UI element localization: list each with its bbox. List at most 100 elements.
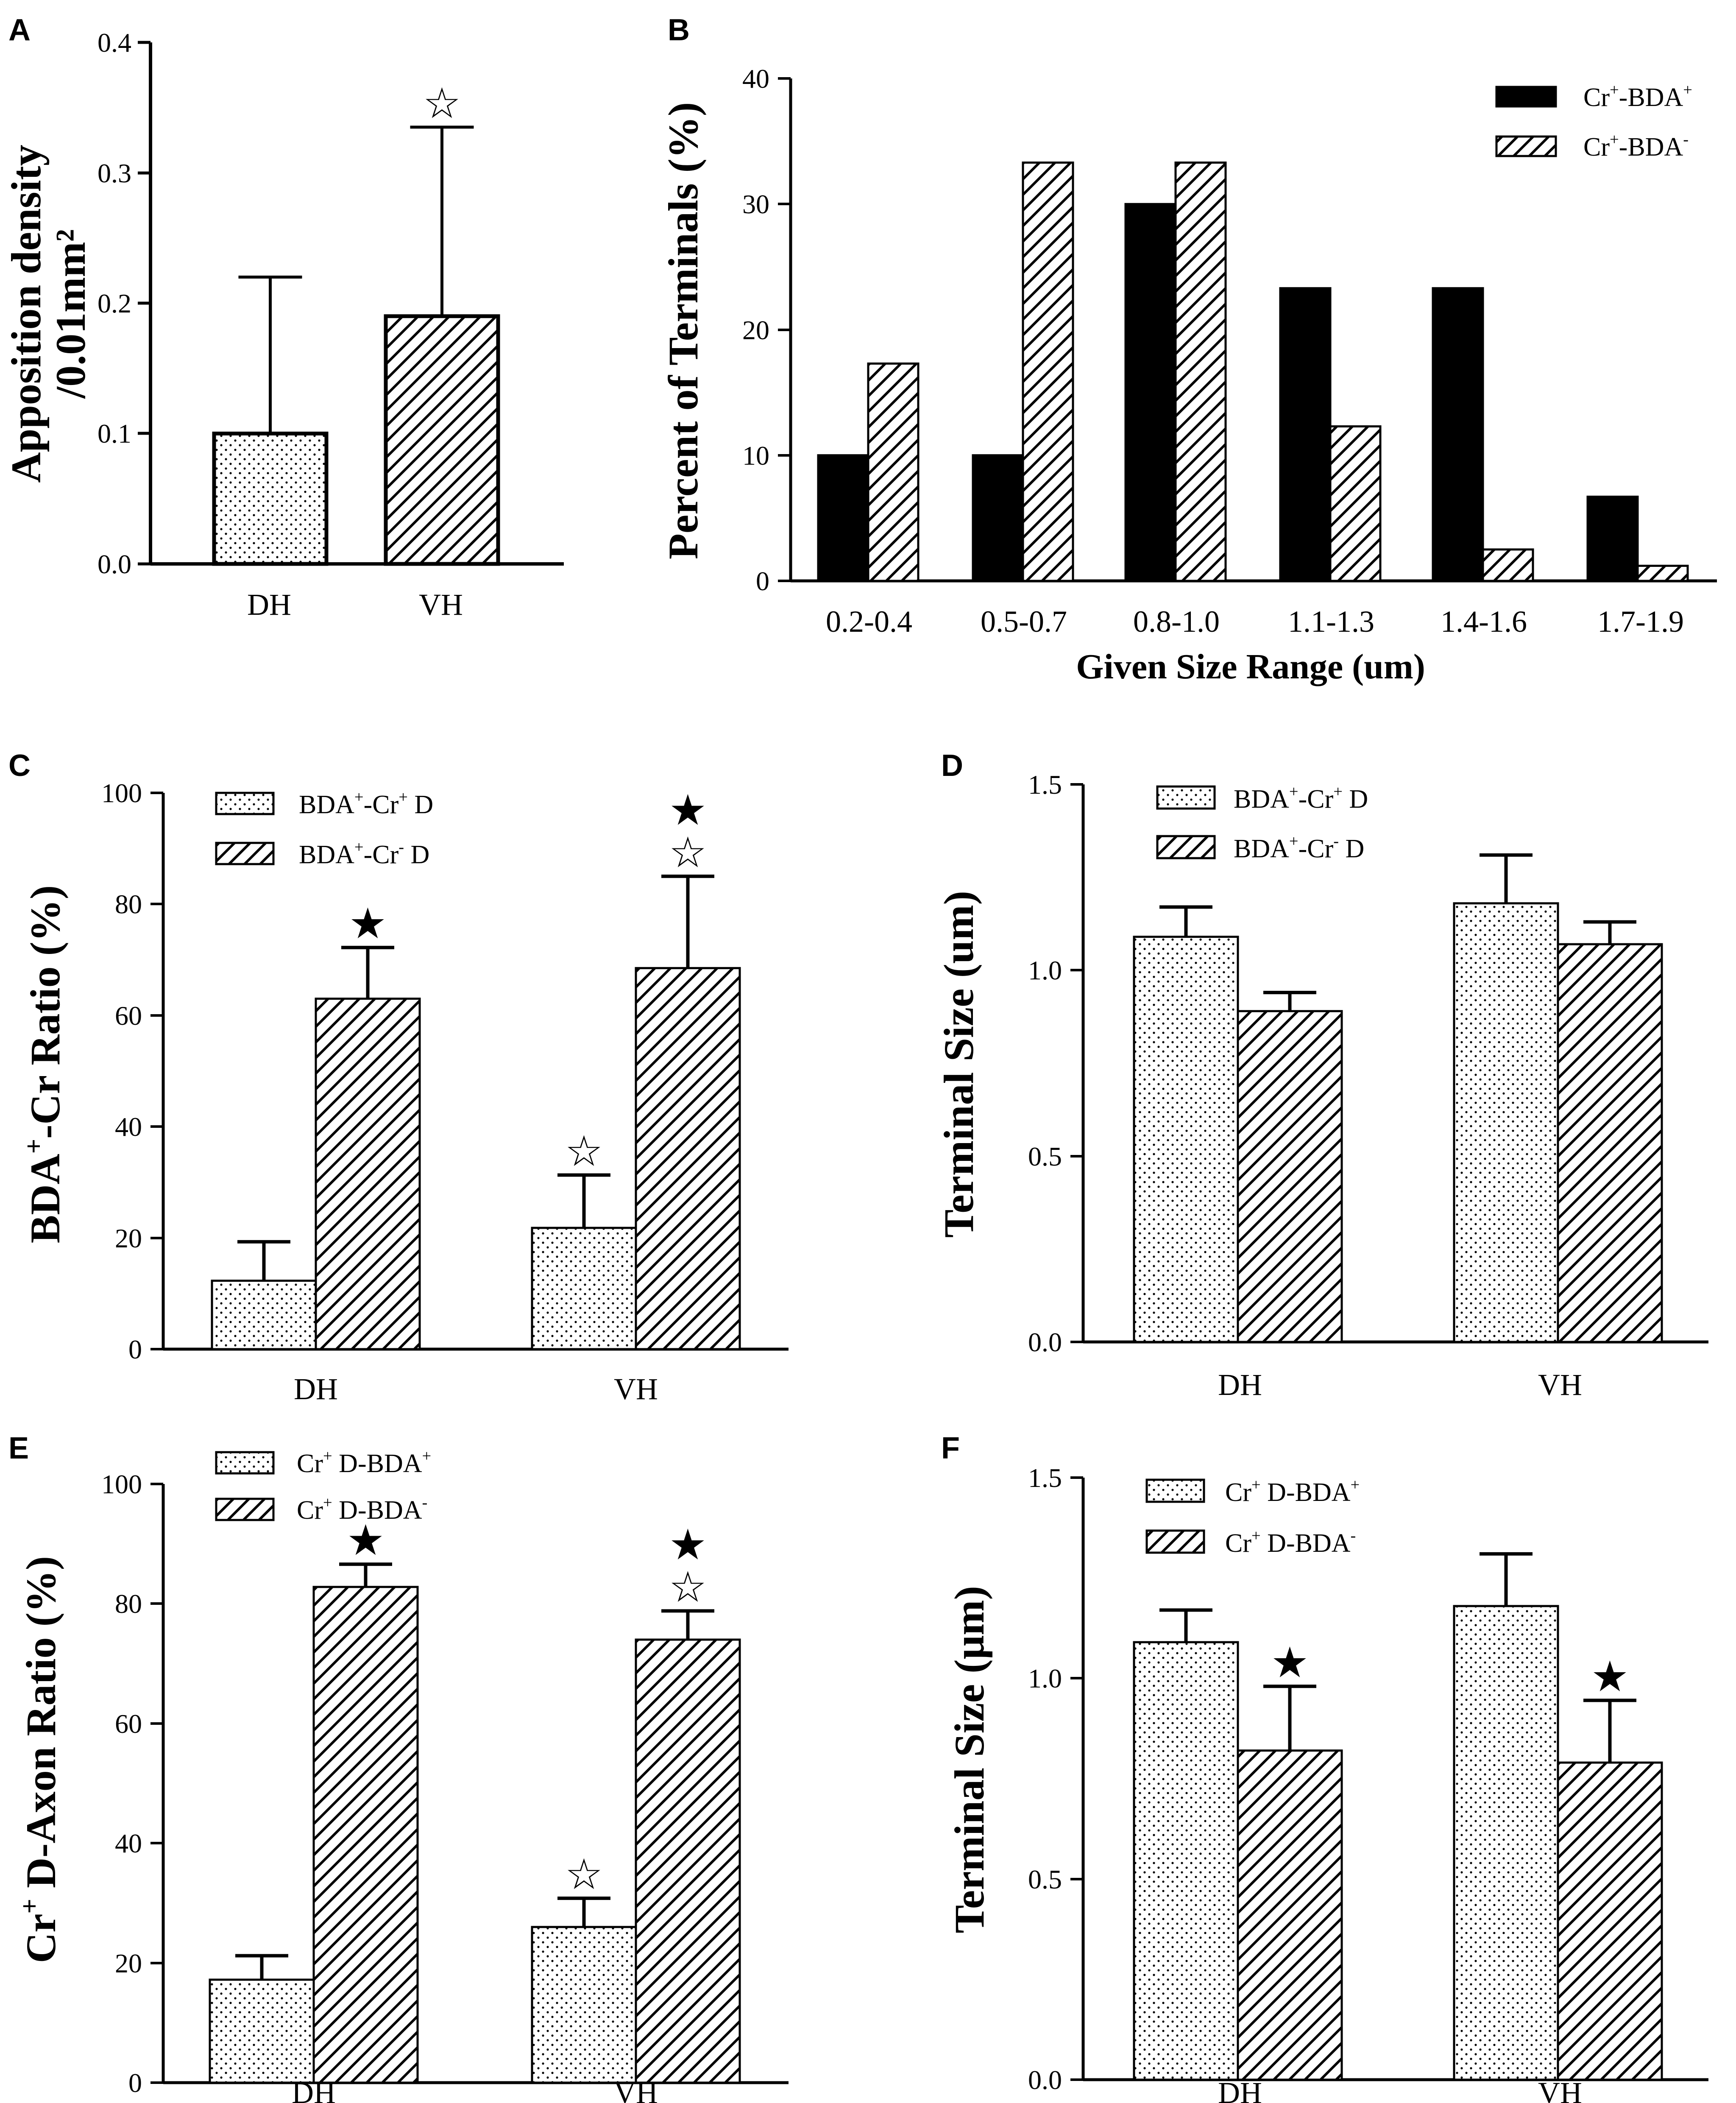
panel-a-tick-label: 0.4 [98,28,131,58]
panel-f-letter: F [941,1431,960,1465]
panel-b-legend-swatch-hatch [1495,135,1557,157]
panel-d-bars [1133,853,1663,1343]
panel-f-bar-dh-dots [1133,1641,1239,2081]
panel-e-bar-dh-dots [209,1978,315,2084]
panel-c-y-ticks: 0 20 40 60 80 100 [101,778,163,1364]
panel-c-open-star-icon: ☆ [669,828,707,877]
panel-a-y-label-line1: Apposition density [3,145,50,483]
panel-c-tick-label: 0 [128,1334,142,1364]
panel-b-y-ticks: 0 10 20 30 40 [742,64,791,596]
panel-d-tick-label: 1.5 [1028,770,1062,800]
panel-d-legend-swatch-hatch [1156,835,1216,859]
panel-d-legend: BDA+-Cr+ D BDA+-Cr- D [1156,783,1368,863]
panel-d-legend-label-1: BDA+-Cr+ D [1234,783,1368,814]
panel-d-bar-vh-dots [1453,902,1559,1343]
panel-d: D Terminal Size (um) 0.0 0.5 1.0 1.5 DH … [935,749,1708,1402]
panel-c-y-label: BDA+-Cr Ratio (%) [20,885,69,1243]
panel-c-category-dh: DH [294,1372,338,1406]
panel-b-legend: Cr+-BDA+ Cr+-BDA- [1495,81,1692,162]
panel-b-bar-cr-bda-neg [1174,161,1227,582]
panel-c-legend-label-1: BDA+-Cr+ D [299,788,433,819]
panel-a-y-label: Apposition density [3,145,50,483]
panel-b-bar-cr-bda-neg [1636,564,1689,582]
panel-e-tick-label: 60 [115,1709,142,1739]
panel-f: F Terminal Size (μm) 0.0 0.5 1.0 1.5 ★ ★ … [941,1431,1708,2103]
panel-b-bar-cr-bda-neg [1329,425,1382,582]
panel-e-legend-label-1: Cr+ D-BDA+ [297,1447,431,1478]
panel-b-legend-label-2: Cr+-BDA- [1583,131,1689,162]
panel-b-category: 1.4-1.6 [1441,605,1527,639]
panel-f-legend-swatch-dots [1145,1478,1205,1503]
panel-b-tick-label: 30 [742,189,769,219]
panel-e-legend-swatch-dots [215,1451,275,1475]
panel-b-tick-label: 0 [756,566,769,596]
panel-c-category-vh: VH [614,1372,658,1406]
panel-b-legend-label-1: Cr+-BDA+ [1583,81,1692,112]
panel-c-open-star-icon: ☆ [565,1126,603,1176]
panel-f-bars: ★ ★ [1133,1552,1663,2081]
panel-f-category-vh: VH [1538,2076,1582,2103]
panel-b-bar-cr-bda-pos [1124,203,1177,582]
panel-b-category: 0.2-0.4 [826,605,912,639]
panel-f-bar-vh-hatch [1557,1761,1663,2081]
panel-c-bars: ☆★☆★ [211,785,741,1350]
panel-e-tick-label: 40 [115,1828,142,1858]
panel-e-legend-label-2: Cr+ D-BDA- [297,1494,427,1525]
panel-a-tick-label: 0.3 [98,158,131,188]
panel-c-tick-label: 20 [115,1223,142,1253]
panel-d-tick-label: 0.0 [1028,1327,1062,1357]
panel-d-legend-label-2: BDA+-Cr- D [1234,832,1364,863]
panel-c-filled-star-icon: ★ [349,899,387,948]
panel-e-filled-star-icon: ★ [669,1520,707,1569]
panel-c-letter: C [8,749,31,783]
panel-f-legend-swatch-hatch [1145,1529,1205,1554]
panel-c-tick-label: 100 [101,778,142,808]
panel-f-tick-label: 1.0 [1028,1663,1062,1693]
panel-b-category: 0.8-1.0 [1133,605,1220,639]
panel-a-tick-label: 0.0 [98,549,131,579]
panel-a-bars: ☆ [212,78,500,566]
panel-d-bar-vh-hatch [1557,943,1663,1343]
panel-e-bars: ☆★☆★ [209,1515,741,2084]
panel-b-bars [817,161,1689,582]
panel-a-category-dh: DH [247,588,291,622]
panel-b-bar-cr-bda-neg [1022,161,1074,582]
panel-a-category-vh: VH [419,588,463,622]
panel-b-bar-cr-bda-pos [972,454,1024,582]
panel-b-category-labels: 0.2-0.4 0.5-0.7 0.8-1.0 1.1-1.3 1.4-1.6 … [826,605,1684,639]
panel-b-category: 1.1-1.3 [1288,605,1374,639]
panel-a-tick-label: 0.2 [98,288,131,318]
panel-b-y-label: Percent of Terminals (%) [660,102,707,560]
panel-c-legend: BDA+-Cr+ D BDA+-Cr- D [215,788,433,869]
panel-e-bar-dh-hatch [312,1586,419,2084]
panel-d-tick-label: 0.5 [1028,1141,1062,1171]
panel-a-bar-dh [212,432,329,566]
panel-c-bar-vh-dots [531,1227,637,1350]
panel-c-tick-label: 80 [115,889,142,919]
panel-a-y-label-2: /0.01mm² [47,229,94,399]
panel-e-legend: Cr+ D-BDA+ Cr+ D-BDA- [215,1447,431,1525]
panel-a-letter: A [8,13,31,47]
panel-e-tick-label: 80 [115,1589,142,1619]
panel-c-bar-dh-hatch [315,997,421,1350]
panel-d-tick-label: 1.0 [1028,955,1062,985]
panel-f-y-label: Terminal Size (μm) [946,1586,993,1933]
panel-e-tick-label: 0 [128,2068,142,2098]
panel-e-category-dh: DH [292,2076,336,2103]
panel-f-filled-star-icon: ★ [1591,1651,1629,1701]
panel-a-open-star-icon: ☆ [423,78,461,128]
panel-e-letter: E [8,1431,29,1465]
panel-c-bar-vh-hatch [635,967,741,1350]
panel-e-open-star-icon: ☆ [565,1849,603,1899]
panel-e-y-label: Cr+ D-Axon Ratio (%) [15,1556,64,1963]
panel-f-legend-label-1: Cr+ D-BDA+ [1225,1476,1360,1507]
panel-b-x-label: Given Size Range (um) [1076,647,1425,686]
panel-a-tick-label: 0.1 [98,418,131,449]
panel-b-bar-cr-bda-pos [1279,287,1332,582]
panel-c-filled-star-icon: ★ [669,785,707,835]
panel-b-category: 1.7-1.9 [1597,605,1684,639]
panel-e-tick-label: 100 [101,1469,142,1499]
panel-b-bar-cr-bda-pos [1432,287,1484,582]
panel-e-category-vh: VH [614,2076,658,2103]
